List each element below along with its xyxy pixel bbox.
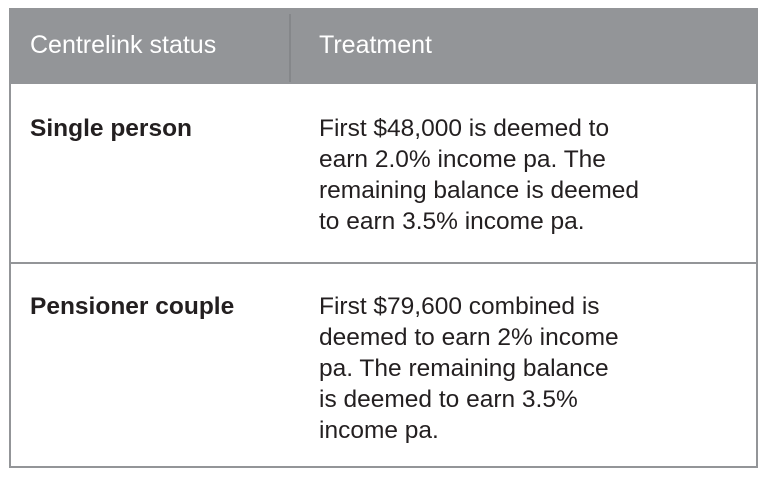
header-treatment: Treatment: [319, 31, 433, 59]
header-centrelink-status: Centrelink status: [30, 31, 217, 59]
header-divider: [289, 14, 291, 82]
table-row: Single person First $48,000 is deemed to…: [11, 84, 756, 264]
table-row: Pensioner couple First $79,600 combined …: [11, 264, 756, 466]
table-header: Centrelink status Treatment: [9, 8, 758, 84]
row-treatment: First $48,000 is deemed to earn 2.0% inc…: [319, 115, 640, 235]
row-treatment: First $79,600 combined is deemed to earn…: [319, 293, 619, 444]
row-status: Single person: [30, 115, 193, 142]
deeming-table: Centrelink status Treatment Single perso…: [9, 8, 758, 468]
row-status: Pensioner couple: [30, 293, 235, 320]
